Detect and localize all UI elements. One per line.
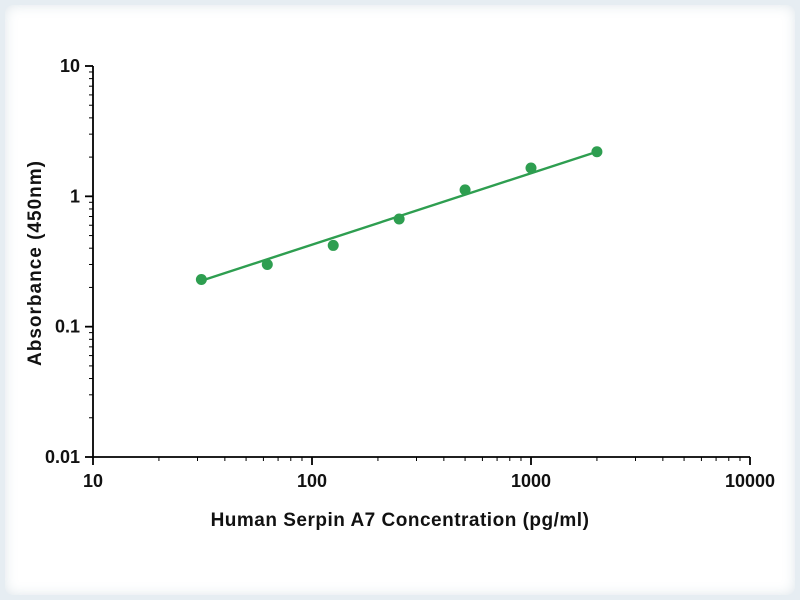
x-tick-label: 10 (83, 471, 103, 491)
y-tick-label: 1 (70, 186, 80, 206)
axes: 10 100 1000 10000 0.01 0.1 1 10 (45, 56, 775, 491)
data-point (591, 146, 603, 158)
y-tick-label: 10 (60, 56, 80, 76)
data-point (195, 274, 207, 286)
x-tick-label: 100 (297, 471, 327, 491)
y-tick-label: 0.01 (45, 447, 80, 467)
series-serpin-a7-standard-curve (195, 146, 603, 286)
data-point (459, 184, 471, 196)
x-axis-title: Human Serpin A7 Concentration (pg/ml) (210, 510, 590, 531)
y-axis-title: Absorbance (450nm) (25, 160, 46, 366)
data-point (393, 213, 405, 225)
x-tick-label: 10000 (725, 471, 775, 491)
y-tick-label: 0.1 (55, 317, 80, 337)
data-point (261, 258, 273, 270)
data-point (327, 239, 339, 251)
chart-panel (5, 5, 795, 595)
x-tick-label: 1000 (511, 471, 551, 491)
data-point (525, 162, 537, 174)
